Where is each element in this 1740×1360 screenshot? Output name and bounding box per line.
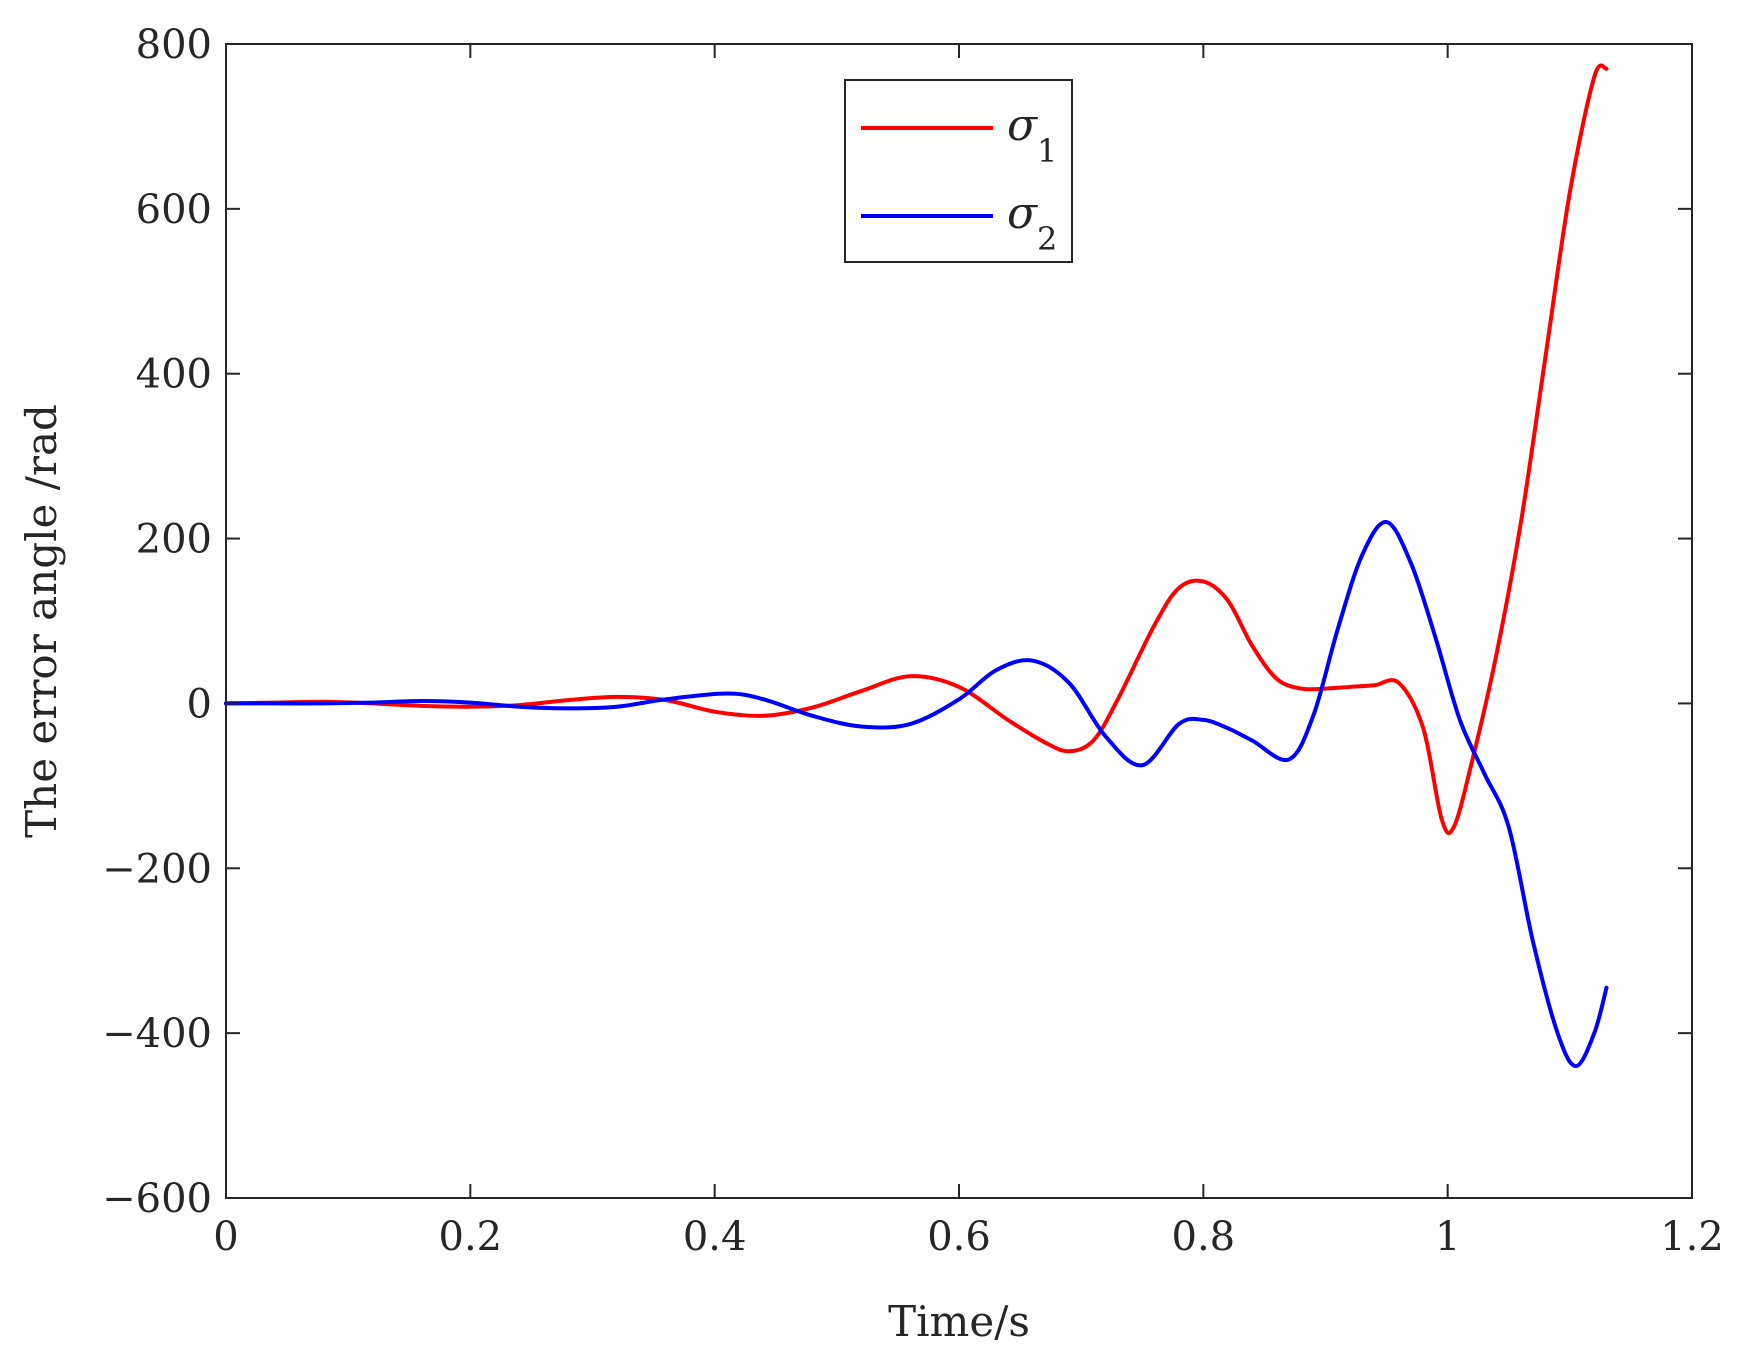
legend-label-2: σ [1007,188,1039,239]
x-tick-label: 0.4 [683,1214,747,1260]
y-axis-label: The error angle /rad [17,404,66,838]
y-tick-label: −400 [102,1011,212,1057]
legend-subscript-2: 2 [1037,220,1057,258]
series-line-1 [224,63,1609,836]
legend: σ 1σ 2 [844,79,1073,263]
legend-box [844,79,1073,263]
x-tick-label: 1 [1435,1214,1460,1260]
x-tick-label: 0.6 [927,1214,991,1260]
x-tick-label: 1.2 [1660,1214,1724,1260]
x-tick-label: 0.8 [1172,1214,1236,1260]
x-axis-label: Time/s [888,1297,1030,1346]
ticks-layer: 0 0.2 0.4 0.6 0.8 1 1.2 −600 −400 −200 0 200 400 600 8… [102,22,1724,1260]
y-tick-label: 600 [136,187,212,233]
series-line-2 [224,520,1609,1069]
x-tick-label: 0.2 [439,1214,503,1260]
y-tick-label: −200 [102,846,212,892]
legend-subscript-1: 1 [1037,132,1057,170]
x-tick-label: 0 [213,1214,238,1260]
legend-label-1: σ [1007,100,1039,151]
y-tick-label: 0 [187,681,212,727]
series-layer [224,63,1609,1069]
y-tick-label: −600 [102,1176,212,1222]
y-tick-label: 800 [136,22,212,68]
y-tick-label: 400 [136,352,212,398]
y-tick-label: 200 [136,517,212,563]
